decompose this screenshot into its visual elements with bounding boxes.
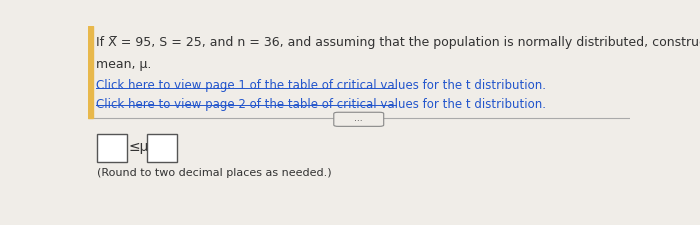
FancyBboxPatch shape — [97, 134, 127, 162]
Text: If X̅ = 95, S = 25, and n = 36, and assuming that the population is normally dis: If X̅ = 95, S = 25, and n = 36, and assu… — [96, 36, 700, 49]
Text: ≤μ≤: ≤μ≤ — [129, 140, 161, 153]
Bar — [88, 27, 93, 119]
Text: (Round to two decimal places as needed.): (Round to two decimal places as needed.) — [97, 167, 332, 177]
Text: Click here to view page 1 of the table of critical values for the t distribution: Click here to view page 1 of the table o… — [96, 79, 545, 92]
FancyBboxPatch shape — [147, 134, 177, 162]
Text: mean, μ.: mean, μ. — [96, 58, 151, 71]
Text: ...: ... — [354, 114, 363, 123]
Text: Click here to view page 2 of the table of critical values for the t distribution: Click here to view page 2 of the table o… — [96, 97, 545, 110]
FancyBboxPatch shape — [334, 113, 384, 127]
